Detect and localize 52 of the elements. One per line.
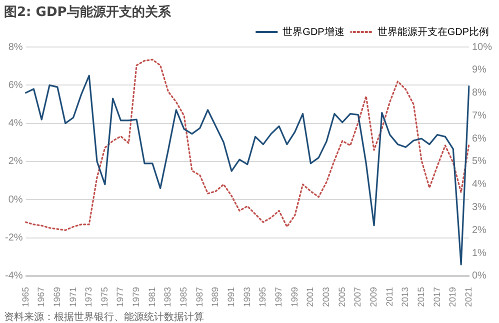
y2-tick-label: 8%: [472, 88, 487, 99]
x-tick-label: 1997: [274, 286, 284, 308]
legend-label: 世界能源开支在GDP比例: [377, 26, 489, 38]
x-tick-label: 1973: [84, 286, 94, 308]
x-tick-label: 1991: [226, 286, 236, 308]
text: 资料来源：根据世界银行、能源统计数据计算: [3, 310, 205, 323]
x-tick-label: 1989: [210, 286, 220, 308]
y-tick-label: 0%: [8, 194, 23, 206]
chart-title: 图2: GDP与能源开支的关系: [3, 4, 172, 21]
x-tick-label: 2013: [400, 286, 410, 308]
x-tick-label: 2003: [321, 286, 332, 308]
line-series: [24, 58, 470, 231]
y2-tick-label: 2%: [472, 224, 487, 236]
x-tick-label: 1987: [194, 286, 204, 308]
x-tick-label: 2019: [448, 286, 458, 308]
y-tick-label: 4%: [8, 118, 23, 130]
legend-label: 世界GDP增速: [282, 26, 344, 38]
y2-tick-label: 4%: [472, 179, 487, 190]
x-tick-label: 1975: [99, 286, 110, 308]
y-tick-label: 2%: [8, 156, 23, 168]
x-tick-label: 1985: [178, 286, 189, 308]
y2-tick-label: 10%: [472, 42, 492, 53]
y2-tick-label: 5%: [472, 156, 487, 168]
x-tick-label: 1971: [68, 286, 78, 308]
y2-tick-label: 9%: [472, 64, 487, 76]
x-tick-label: 2007: [352, 286, 363, 308]
x-tick-label: 2009: [368, 286, 378, 308]
x-tick-label: 2017: [432, 286, 442, 308]
x-tick-label: 2011: [384, 286, 394, 306]
y2-tick-label: 0%: [472, 270, 487, 282]
x-tick-label: 1983: [162, 286, 173, 308]
x-tick-label: 2021: [463, 286, 474, 308]
x-tick-label: 1999: [289, 286, 300, 308]
x-tick-label: 1995: [258, 286, 268, 308]
y2-tick-label: 1%: [472, 248, 487, 259]
x-tick-label: 2005: [336, 286, 347, 308]
x-tick-label: 1993: [242, 286, 252, 308]
y2-tick-label: 6%: [472, 133, 487, 144]
x-tick-label: 1969: [52, 286, 62, 308]
y-tick-label: 8%: [8, 42, 23, 53]
x-tick-label: 1979: [131, 286, 142, 308]
x-tick-label: 1981: [146, 286, 157, 308]
x-tick-label: 1977: [115, 286, 126, 308]
y-tick-label: 6%: [8, 80, 23, 91]
x-tick-label: 2001: [305, 286, 316, 308]
y-tick-label: -4%: [4, 270, 23, 282]
y2-tick-label: 7%: [472, 110, 487, 122]
y2-tick-label: 3%: [472, 202, 487, 214]
x-tick-label: 2015: [416, 286, 426, 308]
y-tick-label: -2%: [4, 232, 23, 244]
x-tick-label: 1965: [20, 286, 30, 308]
x-tick-label: 1967: [36, 286, 46, 308]
